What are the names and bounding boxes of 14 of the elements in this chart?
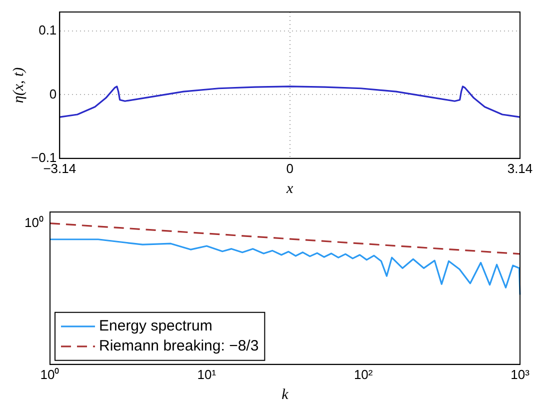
y-tick-label: 0 — [49, 86, 57, 102]
x-axis-title: k — [282, 386, 289, 403]
legend-label: Energy spectrum — [99, 318, 212, 335]
legend-label: Riemann breaking: −8/3 — [99, 338, 259, 355]
x-tick-label: 0 — [286, 160, 294, 176]
x-tick-label: 10⁰ — [40, 366, 60, 382]
x-tick-label: 10³ — [510, 366, 530, 382]
x-tick-label: 10² — [354, 366, 374, 382]
y-axis-title: η(x, t) — [10, 67, 27, 104]
y-tick-label: 0.1 — [38, 22, 57, 38]
x-tick-label: 10¹ — [197, 366, 217, 382]
text: 10⁰ — [24, 214, 44, 230]
x-axis-title: x — [285, 180, 294, 197]
x-tick-label: 3.14 — [507, 160, 533, 176]
